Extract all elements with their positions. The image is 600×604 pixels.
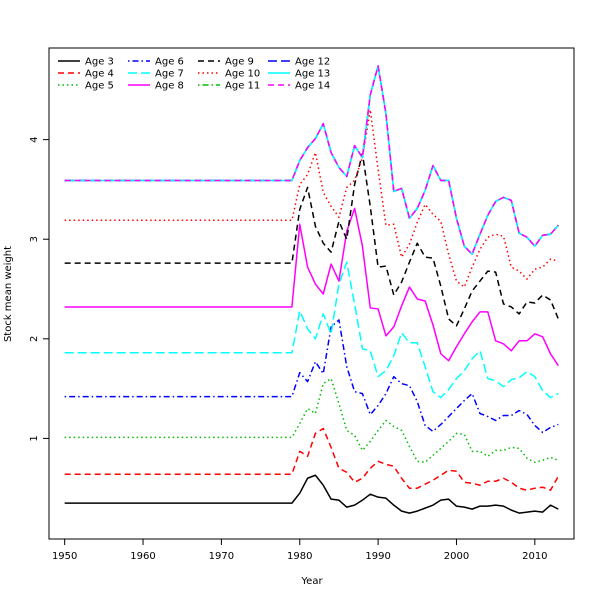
legend-label-age-12: Age 12	[295, 57, 330, 68]
legend-label-age-3: Age 3	[85, 57, 114, 68]
y-tick-label: 1	[29, 435, 40, 441]
legend-label-age-10: Age 10	[225, 69, 260, 80]
legend-label-age-8: Age 8	[155, 81, 184, 92]
x-tick-label: 2000	[444, 551, 469, 562]
y-axis-label: Stock mean weight	[3, 246, 14, 342]
x-tick-label: 1960	[130, 551, 155, 562]
legend-label-age-13: Age 13	[295, 69, 330, 80]
series-line-age-8	[64, 207, 559, 367]
series-line-age-14	[64, 65, 559, 255]
series-line-age-10	[64, 109, 559, 288]
x-tick-label: 1970	[209, 551, 234, 562]
plot-frame	[48, 47, 575, 540]
legend-label-age-14: Age 14	[295, 81, 330, 92]
series-line-age-3	[64, 474, 559, 514]
series-line-age-11	[64, 65, 559, 255]
series-line-age-9	[64, 152, 560, 327]
legend-label-age-6: Age 6	[155, 57, 184, 68]
series-layer	[64, 65, 560, 514]
series-line-age-4	[64, 427, 559, 491]
series-line-age-6	[64, 319, 559, 434]
legend-label-age-11: Age 11	[225, 81, 260, 92]
y-tick-label: 4	[29, 136, 40, 142]
legend-label-age-7: Age 7	[155, 69, 184, 80]
legend-label-age-5: Age 5	[85, 81, 114, 92]
series-line-age-5	[64, 377, 559, 464]
series-line-age-7	[64, 261, 559, 399]
y-tick-label: 2	[29, 336, 40, 342]
legend-label-age-9: Age 9	[225, 57, 254, 68]
y-tick-label: 3	[29, 236, 40, 242]
axis-layer: 1950 1960 1970 1980 1990 2000 2010 1 2 3 4	[29, 136, 548, 562]
x-tick-label: 2010	[522, 551, 547, 562]
x-tick-label: 1990	[365, 551, 390, 562]
legend-label-age-4: Age 4	[85, 69, 114, 80]
x-tick-label: 1980	[287, 551, 312, 562]
x-tick-label: 1950	[52, 551, 77, 562]
x-axis-label: Year	[300, 576, 323, 587]
series-line-age-13	[64, 65, 559, 255]
series-line-age-12	[64, 65, 559, 255]
